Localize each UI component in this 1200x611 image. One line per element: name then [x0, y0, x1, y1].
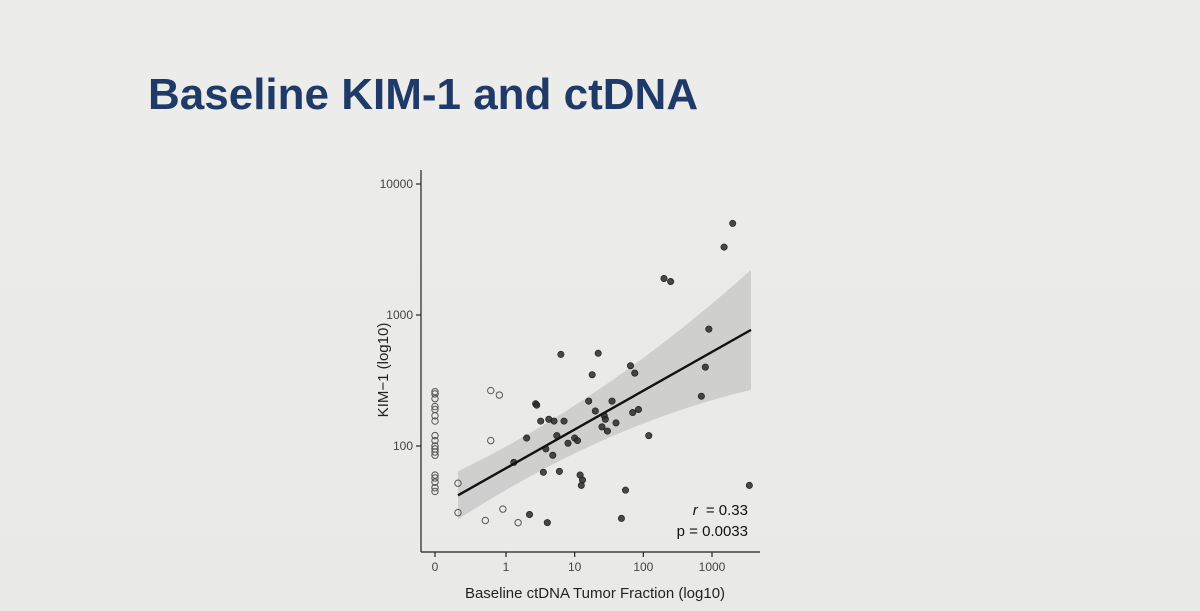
data-point-open	[495, 391, 504, 399]
data-point-filled	[705, 325, 713, 333]
data-point-open	[431, 394, 439, 403]
data-point-open	[431, 484, 439, 492]
data-point-filled	[598, 423, 606, 431]
data-point-filled	[626, 362, 634, 370]
data-point-filled	[622, 486, 630, 494]
x-tick-label: 0	[432, 560, 439, 574]
correlation-annotation: r = 0.33	[693, 502, 748, 519]
data-point-open	[454, 479, 462, 487]
data-point-open	[431, 390, 439, 398]
data-point-open	[431, 417, 439, 425]
data-point-filled	[526, 510, 534, 518]
data-point-filled	[601, 415, 609, 423]
data-point-open	[454, 508, 462, 517]
confidence-band-layer	[458, 269, 752, 520]
data-point-filled	[660, 274, 668, 282]
data-point-filled	[617, 514, 625, 522]
data-point-open	[431, 448, 439, 456]
data-point-filled	[701, 363, 709, 371]
data-point-filled	[588, 371, 596, 379]
y-tick-label: 100	[393, 439, 413, 453]
data-point-filled	[537, 417, 545, 425]
data-point-open	[431, 412, 439, 420]
data-point-filled	[594, 349, 602, 357]
fit-layer	[457, 328, 752, 497]
data-point-filled	[667, 278, 675, 286]
data-point-open	[481, 516, 490, 525]
data-point-filled	[629, 409, 637, 417]
data-point-filled	[555, 467, 563, 475]
y-axis-title: KIM−1 (log10)	[375, 323, 392, 418]
axes-layer: 100 1000 10000 0 1 10 100 1000	[380, 170, 760, 574]
data-point-filled	[550, 417, 558, 425]
data-point-filled	[543, 519, 551, 527]
data-point-filled	[574, 437, 582, 445]
r-symbol: r	[693, 502, 699, 519]
data-point-open	[431, 487, 439, 496]
data-point-filled	[585, 397, 593, 405]
r-value: = 0.33	[706, 502, 748, 519]
confidence-band	[458, 269, 752, 520]
data-point-filled	[608, 397, 616, 405]
data-point-open	[487, 436, 495, 445]
y-tick-label: 1000	[386, 308, 413, 322]
data-point-open	[431, 431, 439, 440]
data-point-filled	[533, 401, 541, 409]
slide-title: Baseline KIM-1 and ctDNA	[148, 70, 699, 119]
data-point-open	[431, 436, 439, 445]
data-point-open	[499, 505, 507, 513]
y-tick-label: 10000	[380, 177, 414, 191]
data-point-open	[431, 471, 439, 479]
x-tick-label: 1	[503, 560, 510, 574]
data-point-open	[487, 386, 495, 395]
data-point-open	[431, 478, 439, 486]
data-point-open	[431, 387, 439, 396]
regression-line	[457, 328, 752, 497]
p-value-annotation: p = 0.0033	[677, 523, 748, 540]
x-tick-label: 100	[633, 560, 653, 574]
x-tick-label: 10	[568, 560, 582, 574]
data-point-filled	[603, 427, 611, 435]
data-point-filled	[720, 243, 728, 251]
x-tick-label: 1000	[699, 560, 726, 574]
data-point-open	[431, 451, 439, 459]
data-point-filled	[557, 350, 565, 358]
data-point-filled	[560, 417, 568, 425]
data-point-open	[431, 402, 439, 411]
data-point-filled	[634, 405, 642, 413]
data-point-filled	[697, 392, 705, 400]
points-layer	[431, 219, 753, 527]
data-point-filled	[591, 407, 599, 415]
data-point-filled	[564, 439, 572, 447]
data-point-open	[514, 518, 522, 527]
data-point-filled	[745, 481, 753, 489]
data-point-filled	[539, 468, 547, 476]
data-point-filled	[523, 434, 531, 442]
data-point-filled	[612, 419, 620, 427]
data-point-filled	[549, 451, 557, 459]
data-point-filled	[645, 432, 653, 440]
x-axis-title: Baseline ctDNA Tumor Fraction (log10)	[465, 585, 725, 602]
data-point-open	[431, 474, 439, 482]
data-point-filled	[578, 476, 586, 484]
data-point-filled	[631, 369, 639, 377]
data-point-filled	[729, 219, 737, 227]
